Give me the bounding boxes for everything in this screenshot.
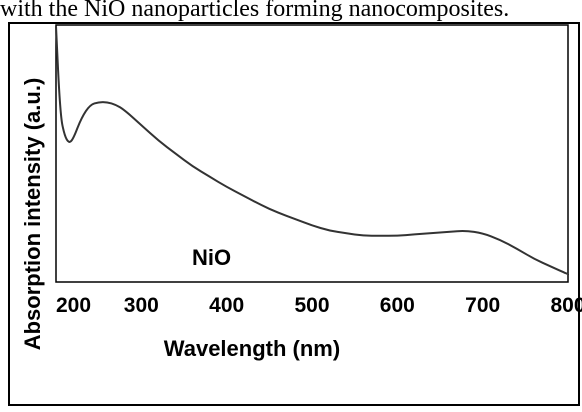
x-tick-label: 400 (209, 294, 244, 317)
figure-frame (8, 22, 580, 406)
x-tick-label: 700 (465, 294, 500, 317)
x-tick-label: 200 (56, 294, 91, 317)
annotation-label: NiO (192, 245, 231, 270)
x-tick-label: 600 (380, 294, 415, 317)
x-tick-label: 500 (294, 294, 329, 317)
x-axis-title: Wavelength (nm) (164, 336, 340, 361)
x-tick-label: 800 (550, 294, 582, 317)
y-axis-title: Absorption intensity (a.u.) (20, 78, 45, 351)
series-line (55, 26, 570, 276)
x-tick-label: 300 (124, 294, 159, 317)
caption-text: with the NiO nanoparticles forming nanoc… (0, 0, 510, 22)
x-tick-labels: 200 300 400 500 600 700 800 (56, 294, 582, 317)
plot-area-frame (55, 24, 569, 283)
